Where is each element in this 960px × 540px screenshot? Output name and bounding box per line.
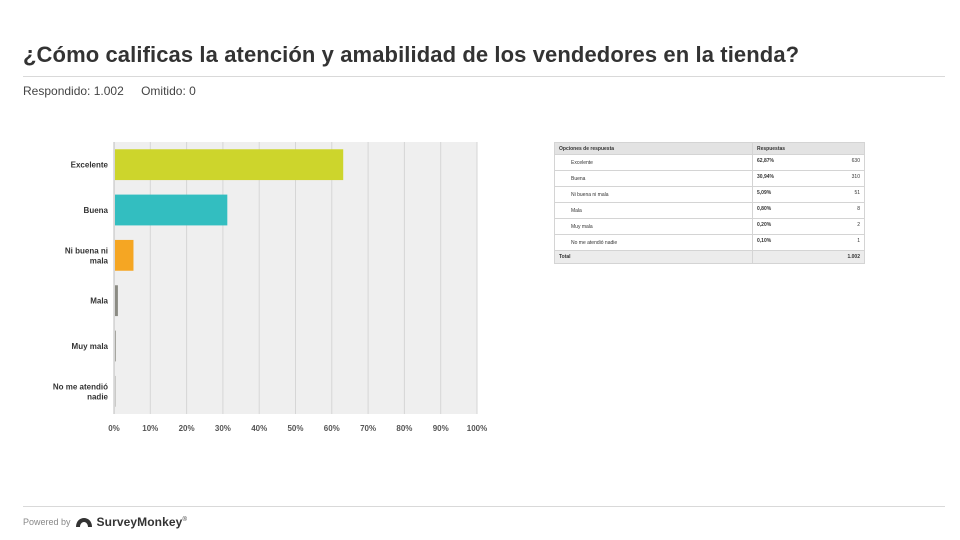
response-cell: 30,94% 310 <box>752 170 865 187</box>
response-count: 2 <box>857 222 860 228</box>
response-table: Opciones de respuesta Respuestas Excelen… <box>554 142 865 264</box>
response-count: 8 <box>857 206 860 212</box>
option-label: Ni buena ni mala <box>554 186 753 203</box>
response-count: 1 <box>857 238 860 244</box>
option-label: Buena <box>554 170 753 187</box>
x-tick-label: 40% <box>251 424 267 433</box>
category-label: Buena <box>84 206 109 215</box>
total-label: Total <box>554 250 753 264</box>
skipped-count: Omitido: 0 <box>141 84 196 98</box>
surveymonkey-brand: SurveyMonkey® <box>97 515 187 529</box>
option-label: No me atendió nadie <box>554 234 753 251</box>
response-percent: 62,87% <box>757 158 774 164</box>
page-title: ¿Cómo calificas la atención y amabilidad… <box>23 42 800 67</box>
x-tick-label: 50% <box>287 424 303 433</box>
table-row: No me atendió nadie 0,10% 1 <box>554 234 865 251</box>
table-row: Mala 0,80% 8 <box>554 202 865 219</box>
response-percent: 0,10% <box>757 238 772 244</box>
response-cell: 0,20% 2 <box>752 218 865 235</box>
footer-divider <box>23 506 945 507</box>
response-percent: 0,20% <box>757 222 772 228</box>
x-tick-label: 30% <box>215 424 231 433</box>
column-header-responses: Respuestas <box>752 142 865 155</box>
category-label: Mala <box>90 297 108 306</box>
bar <box>115 194 228 226</box>
response-count: 51 <box>854 190 860 196</box>
category-label: Ni buena ni mala <box>65 246 109 265</box>
x-tick-label: 100% <box>467 424 487 433</box>
response-percent: 5,09% <box>757 190 772 196</box>
answered-count: Respondido: 1.002 <box>23 84 124 98</box>
x-tick-label: 90% <box>433 424 449 433</box>
category-label: No me atendió nadie <box>53 382 109 401</box>
response-cell: 62,87% 630 <box>752 154 865 171</box>
trademark-mark: ® <box>182 517 187 523</box>
x-tick-label: 80% <box>396 424 412 433</box>
footer: Powered by SurveyMonkey® <box>23 515 187 529</box>
brand-name: SurveyMonkey <box>96 515 183 529</box>
x-tick-label: 60% <box>324 424 340 433</box>
response-percent: 30,94% <box>757 174 774 180</box>
table-row: Buena 30,94% 310 <box>554 170 865 187</box>
category-label: Muy mala <box>72 342 109 351</box>
response-cell: 0,80% 8 <box>752 202 865 219</box>
category-label: Excelente <box>71 161 109 170</box>
response-cell: 0,10% 1 <box>752 234 865 251</box>
total-value: 1.002 <box>752 250 865 264</box>
bar <box>115 285 118 317</box>
response-count: 310 <box>851 174 860 180</box>
x-tick-label: 0% <box>108 424 120 433</box>
option-label: Mala <box>554 202 753 219</box>
bar <box>115 149 344 181</box>
title-divider <box>23 76 945 77</box>
table-row: Excelente 62,87% 630 <box>554 154 865 171</box>
response-cell: 5,09% 51 <box>752 186 865 203</box>
option-label: Excelente <box>554 154 753 171</box>
response-percent: 0,80% <box>757 206 772 212</box>
bar-chart: 0% 10% 20% 30% 40% 50% 60% 70% 80% 90% 100% Excelen… <box>53 142 487 433</box>
table-row: Ni buena ni mala 5,09% 51 <box>554 186 865 203</box>
table-row: Muy mala 0,20% 2 <box>554 218 865 235</box>
response-stats: Respondido: 1.002 Omitido: 0 <box>23 84 210 98</box>
table-header-row: Opciones de respuesta Respuestas <box>554 142 865 155</box>
column-header-options: Opciones de respuesta <box>554 142 753 155</box>
x-tick-label: 20% <box>179 424 195 433</box>
bar <box>115 239 134 271</box>
powered-by-label: Powered by <box>23 517 71 527</box>
surveymonkey-logo-icon <box>75 517 92 527</box>
option-label: Muy mala <box>554 218 753 235</box>
table-total-row: Total 1.002 <box>554 250 865 264</box>
bar <box>115 330 116 362</box>
response-count: 630 <box>851 158 860 164</box>
x-tick-label: 70% <box>360 424 376 433</box>
x-tick-label: 10% <box>142 424 158 433</box>
